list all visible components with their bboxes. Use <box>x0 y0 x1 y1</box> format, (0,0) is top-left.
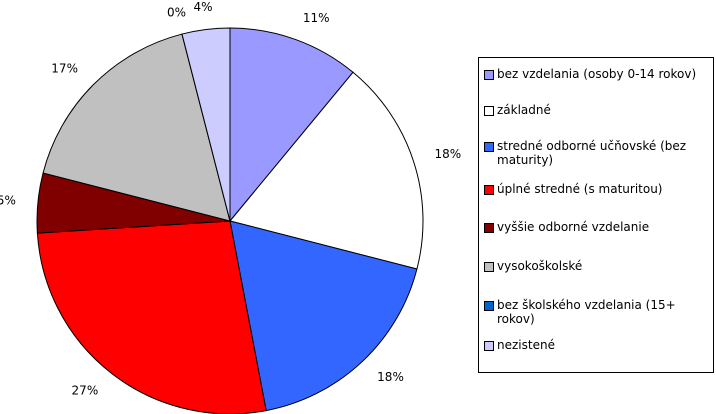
data-label: 18% <box>377 370 404 384</box>
legend-swatch <box>484 70 494 80</box>
data-label: 17% <box>51 61 78 75</box>
legend-item: vyššie odborné vzdelanie <box>484 220 712 234</box>
data-label: 0% <box>167 5 186 19</box>
legend-label: vyššie odborné vzdelanie <box>497 220 650 234</box>
legend-swatch <box>484 262 494 272</box>
legend-swatch <box>484 185 494 195</box>
legend-item: vysokoškolské <box>484 259 712 273</box>
legend-swatch <box>484 301 494 311</box>
legend-label: bez vzdelania (osoby 0-14 rokov) <box>497 67 697 81</box>
data-label: 5% <box>0 193 16 207</box>
legend-swatch <box>484 223 494 233</box>
legend-label: vysokoškolské <box>497 259 583 273</box>
legend-swatch <box>484 142 494 152</box>
pie-slice <box>42 33 231 222</box>
legend-label: úplné stredné (s maturitou) <box>497 182 663 196</box>
legend-item: základné <box>484 103 712 117</box>
pie-slice <box>229 71 424 270</box>
legend-label: základné <box>497 103 551 117</box>
data-label: 4% <box>194 0 213 14</box>
pie-slice <box>229 220 418 412</box>
legend-label: nezistené <box>497 338 555 352</box>
legend: bez vzdelania (osoby 0-14 rokov) základné… <box>478 57 714 373</box>
data-label: 18% <box>434 147 461 161</box>
legend-item: bez vzdelania (osoby 0-14 rokov) <box>484 67 712 81</box>
pie-slice <box>181 27 231 222</box>
data-label: 27% <box>72 383 99 397</box>
legend-label: stredné odborné učňovské (bez maturity) <box>497 139 687 167</box>
legend-item: nezistené <box>484 338 712 352</box>
data-label: 11% <box>303 11 330 25</box>
legend-swatch <box>484 106 494 116</box>
pie-slice <box>229 27 354 223</box>
legend-label: bez školského vzdelania (15+ rokov) <box>497 298 676 326</box>
legend-item: bez školského vzdelania (15+ rokov) <box>484 298 712 326</box>
legend-item: úplné stredné (s maturitou) <box>484 182 712 196</box>
legend-item: stredné odborné učňovské (bez maturity) <box>484 139 712 167</box>
legend-swatch <box>484 341 494 351</box>
